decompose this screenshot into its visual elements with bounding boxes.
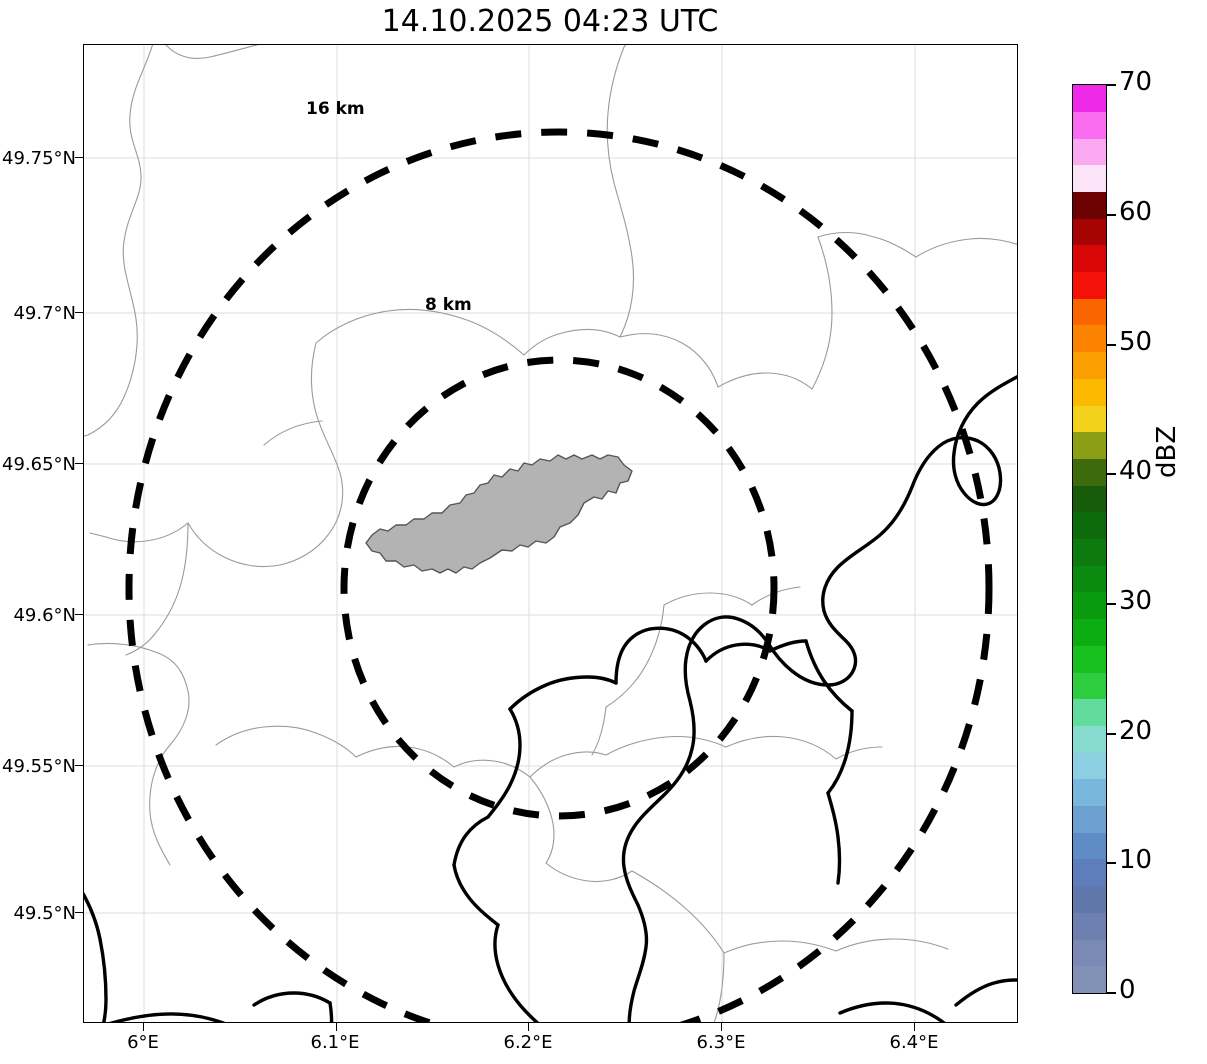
colorbar-band-8 [1073,752,1106,780]
colorbar-band-15 [1073,565,1106,593]
x-tick-mark [143,1023,145,1031]
colorbar-band-0 [1073,966,1106,993]
y-tick-label-49-75: 49.75°N [2,148,76,169]
x-tick-label-6-0: 6°E [127,1032,159,1053]
colorbar-band-12 [1073,645,1106,673]
y-tick-label-49-60: 49.6°N [13,605,76,626]
map-canvas [84,45,1017,1022]
x-tick-mark [914,1023,916,1031]
colorbar-label-70: 70 [1119,67,1153,97]
x-tick-mark [721,1023,723,1031]
y-tick-mark [75,765,83,767]
colorbar-label-10: 10 [1119,845,1153,875]
colorbar-band-32 [1073,111,1106,139]
colorbar-label-20: 20 [1119,716,1153,746]
x-tick-label-6-3: 6.3°E [696,1032,746,1053]
y-tick-mark [75,312,83,314]
colorbar-tick [1106,733,1116,735]
colorbar-label-50: 50 [1119,327,1153,357]
colorbar-band-24 [1073,325,1106,353]
colorbar-label-40: 40 [1119,456,1153,486]
colorbar-tick [1106,214,1116,216]
colorbar-tick [1106,862,1116,864]
y-tick-label-49-55: 49.55°N [2,756,76,777]
colorbar-band-16 [1073,539,1106,566]
colorbar-tick [1106,473,1116,475]
range-ring-label-16km: 16 km [306,99,365,119]
colorbar-band-28 [1073,218,1106,246]
colorbar-band-13 [1073,619,1106,646]
y-tick-mark [75,614,83,616]
colorbar-label-0: 0 [1119,975,1136,1005]
range-rings [125,128,993,1022]
colorbar-band-10 [1073,699,1106,726]
colorbar-unit-label: dBZ [1152,425,1182,478]
colorbar-band-30 [1073,165,1106,192]
colorbar-band-23 [1073,352,1106,379]
range-ring-label-8km: 8 km [425,295,472,315]
colorbar-band-7 [1073,779,1106,807]
colorbar[interactable] [1072,84,1107,994]
colorbar-band-2 [1073,912,1106,940]
colorbar-band-18 [1073,485,1106,513]
y-tick-mark [75,463,83,465]
range-ring-8km [340,356,778,820]
figure-title: 14.10.2025 04:23 UTC [381,4,719,39]
graticule-grid [84,45,1017,1022]
colorbar-label-60: 60 [1119,197,1153,227]
colorbar-label-30: 30 [1119,586,1153,616]
colorbar-band-31 [1073,138,1106,166]
colorbar-band-22 [1073,378,1106,406]
y-tick-label-49-50: 49.5°N [13,903,76,924]
colorbar-tick [1106,603,1116,605]
y-tick-mark [75,157,83,159]
colorbar-band-19 [1073,458,1106,486]
y-tick-mark [75,912,83,914]
colorbar-band-9 [1073,725,1106,753]
colorbar-band-4 [1073,859,1106,887]
colorbar-band-33 [1073,85,1106,112]
colorbar-band-29 [1073,191,1106,219]
colorbar-band-3 [1073,886,1106,913]
colorbar-band-26 [1073,272,1106,299]
y-tick-label-49-65: 49.65°N [2,454,76,475]
map-plot-area[interactable]: 16 km 8 km [83,44,1018,1023]
admin-boundaries [84,45,1017,1022]
national-border [84,375,1017,1022]
y-tick-label-49-70: 49.7°N [13,303,76,324]
colorbar-band-21 [1073,405,1106,433]
x-tick-label-6-1: 6.1°E [310,1032,360,1053]
range-ring-16km [125,128,993,1022]
colorbar-band-25 [1073,298,1106,326]
colorbar-band-14 [1073,592,1106,620]
colorbar-band-11 [1073,672,1106,700]
urban-area-polygon [365,454,633,574]
x-tick-mark [336,1023,338,1031]
x-tick-mark [528,1023,530,1031]
colorbar-band-17 [1073,512,1106,540]
colorbar-band-5 [1073,832,1106,860]
colorbar-band-1 [1073,939,1106,967]
colorbar-tick [1106,344,1116,346]
colorbar-band-6 [1073,806,1106,833]
x-tick-label-6-2: 6.2°E [503,1032,553,1053]
x-tick-label-6-4: 6.4°E [889,1032,939,1053]
colorbar-band-20 [1073,432,1106,459]
colorbar-tick [1106,84,1116,86]
colorbar-band-27 [1073,245,1106,273]
colorbar-tick [1106,992,1116,994]
